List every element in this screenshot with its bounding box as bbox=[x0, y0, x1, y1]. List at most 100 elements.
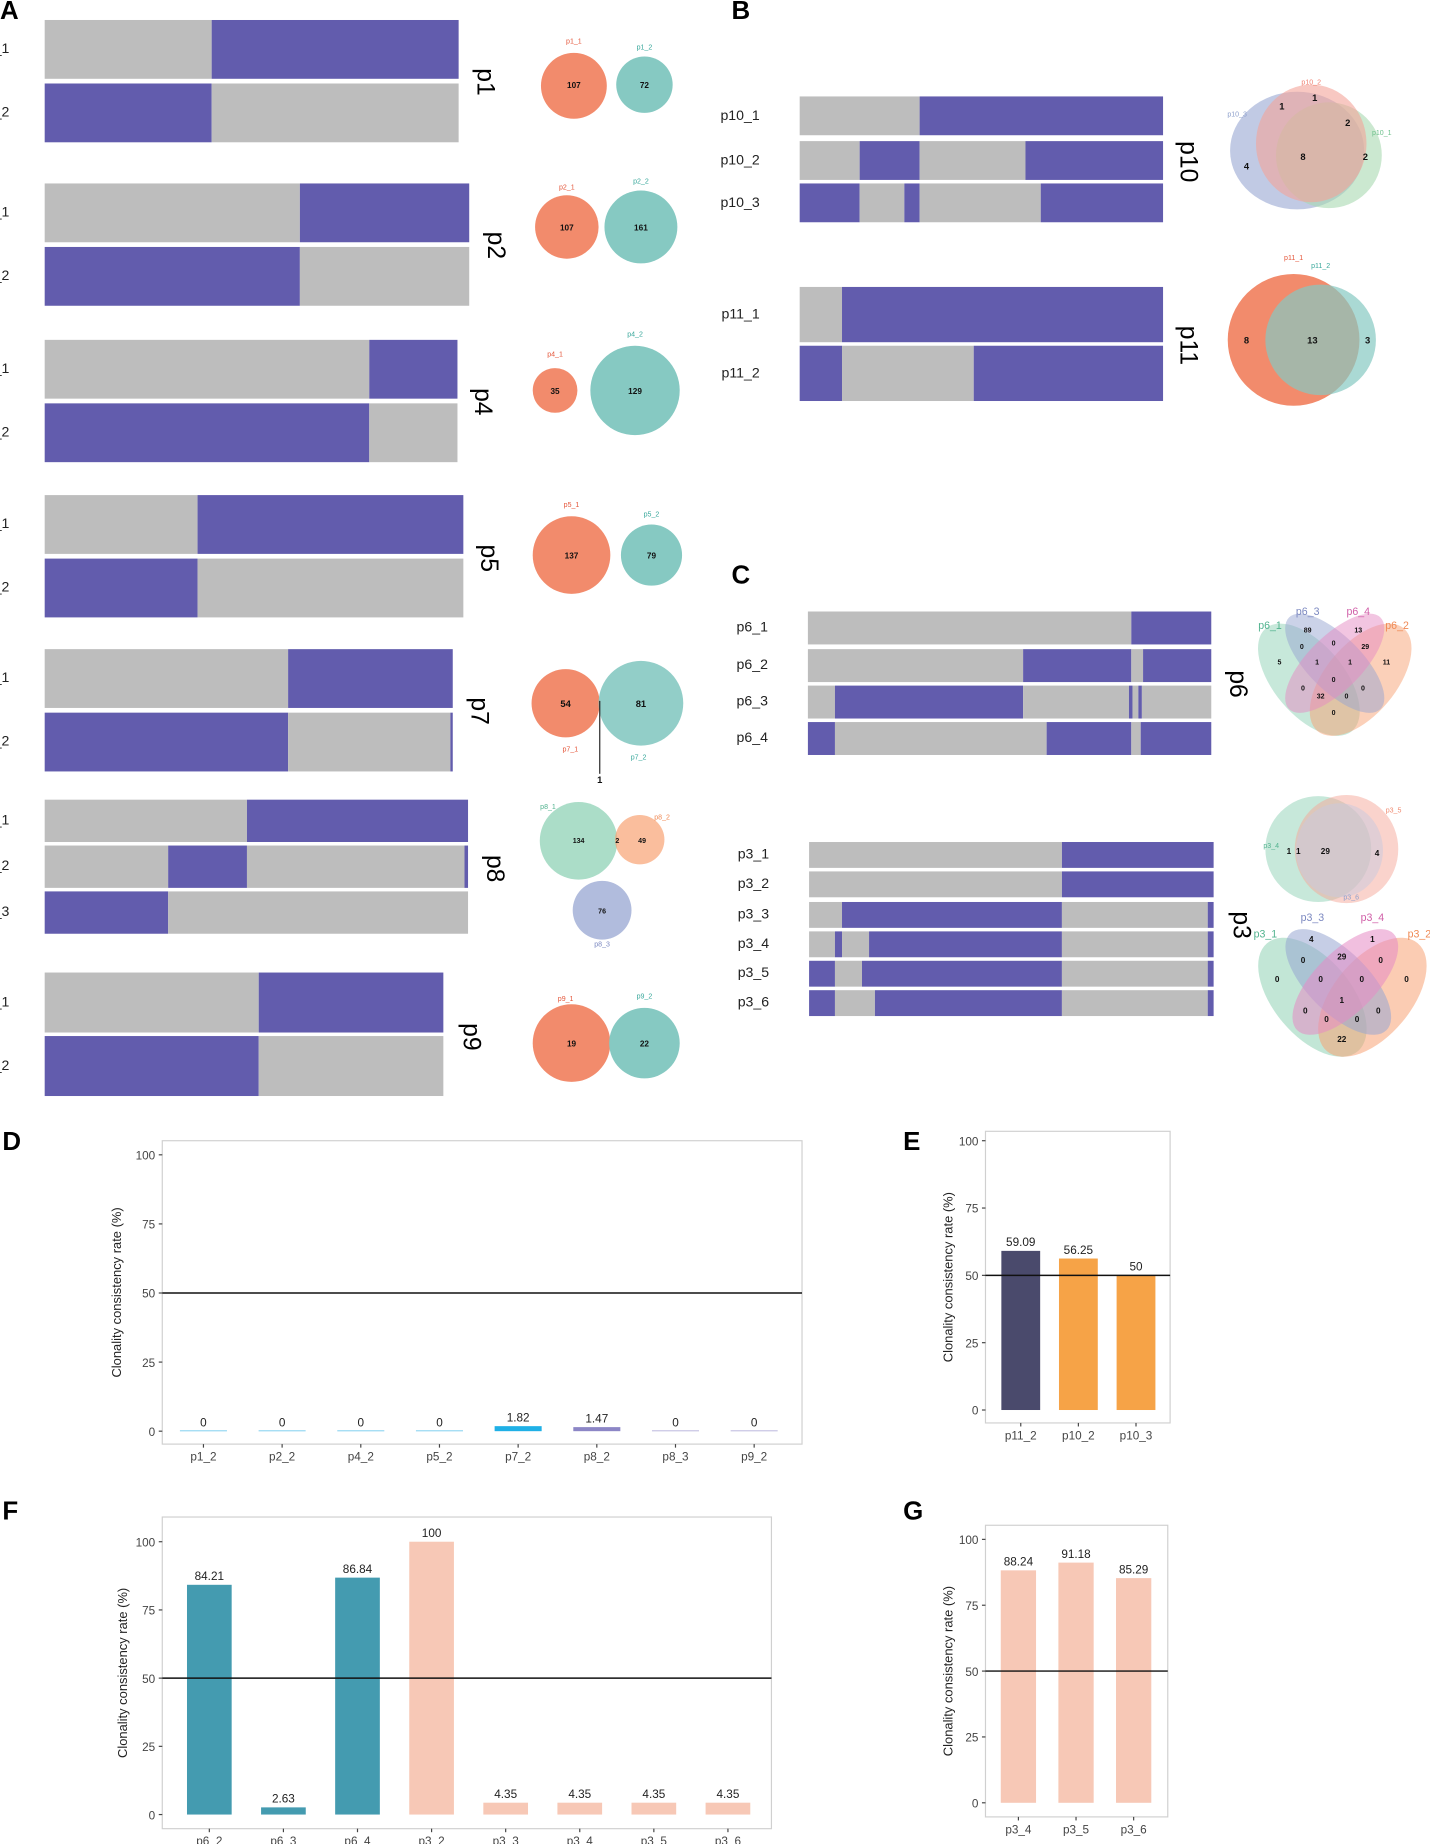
venn-p11: p11_1 p11_2 8 13 3 bbox=[1227, 255, 1376, 406]
venn-set-label: p4_1 bbox=[547, 351, 563, 358]
x-tick-label: p1_2 bbox=[190, 1451, 216, 1464]
segment-purple bbox=[973, 345, 1164, 402]
segment-gray bbox=[44, 649, 289, 708]
segment-purple bbox=[464, 845, 469, 888]
venn-set-label: p6_3 bbox=[1296, 606, 1320, 618]
x-tick-label: p3_3 bbox=[493, 1835, 520, 1844]
venn-set-label: p1_1 bbox=[566, 39, 582, 46]
venn-count: 0 bbox=[1332, 677, 1336, 684]
bar-p8_3 bbox=[651, 1430, 700, 1432]
venn-count: 29 bbox=[1361, 644, 1369, 651]
clone-bar bbox=[44, 558, 464, 618]
segment-gray bbox=[258, 1036, 444, 1097]
chart-g: 0 25 50 75 100 Clonality consistency rate (%)… bbox=[941, 1524, 1169, 1836]
y-tick-label: 75 bbox=[965, 1600, 979, 1613]
venn-count: 89 bbox=[1304, 628, 1312, 635]
segment-gray bbox=[842, 345, 974, 402]
data-label: 50 bbox=[1129, 1261, 1143, 1274]
segment-purple bbox=[868, 931, 1062, 958]
venn-count: 161 bbox=[634, 223, 648, 232]
clone-bar bbox=[809, 871, 1214, 898]
segment-purple bbox=[1040, 183, 1164, 223]
venn-set-label: p5_2 bbox=[644, 511, 660, 518]
venn-p3b: p3_1 p3_2 p3_3 p3_4 4 1 0 29 0 0 0 0 0 1 0 0 0 0 22 bbox=[1254, 912, 1430, 1057]
segment-gray bbox=[1131, 722, 1141, 755]
venn-set-shape bbox=[620, 524, 683, 586]
venn-count: 2 bbox=[1363, 151, 1368, 162]
x-tick-label: p6_3 bbox=[270, 1835, 297, 1844]
data-label: 0 bbox=[436, 1416, 443, 1429]
row-label: p10_1 bbox=[720, 106, 760, 123]
clone-bar bbox=[807, 722, 1212, 755]
segment-gray bbox=[1061, 990, 1208, 1017]
venn-count: 0 bbox=[1332, 641, 1336, 648]
segment-purple bbox=[168, 845, 248, 888]
segment-purple bbox=[1207, 901, 1214, 928]
row-label: p3_5 bbox=[737, 964, 770, 981]
segment-purple bbox=[288, 649, 453, 708]
row-label: p11_1 bbox=[721, 305, 760, 322]
chart-d: 0 25 50 75 100 Clonality consistency rate (%)… bbox=[109, 1140, 803, 1464]
bar-p5_2 bbox=[415, 1430, 463, 1432]
clone-bar bbox=[44, 799, 469, 843]
venn-set-label: p3_5 bbox=[1386, 808, 1402, 815]
segment-purple bbox=[809, 960, 835, 987]
data-label: 4.35 bbox=[568, 1788, 591, 1801]
venn-set-shape bbox=[1255, 84, 1367, 203]
y-tick-label: 25 bbox=[142, 1741, 156, 1754]
data-label: 56.25 bbox=[1064, 1244, 1094, 1257]
venn-count: 22 bbox=[1337, 1035, 1347, 1044]
venn-count: 0 bbox=[1355, 1015, 1360, 1024]
y-tick-label: 0 bbox=[149, 1809, 156, 1822]
venn-count: 107 bbox=[560, 223, 574, 232]
venn-count: 0 bbox=[1301, 685, 1305, 692]
segment-purple bbox=[1143, 649, 1212, 683]
venn-set-label: p7_1 bbox=[563, 746, 579, 753]
y-tick-label: 50 bbox=[965, 1270, 979, 1283]
venn-p8: p8_1 p8_2 p8_3 134 2 49 76 bbox=[539, 802, 670, 949]
venn-count: 29 bbox=[1337, 953, 1347, 962]
venn-count: 32 bbox=[1317, 694, 1325, 701]
venn-count: 29 bbox=[1321, 847, 1331, 856]
venn-p3: p3_4 p3_5 p3_6 1 1 29 4 bbox=[1263, 794, 1402, 904]
row-label: p5_1 bbox=[0, 515, 10, 532]
venn-set-label: p5_1 bbox=[564, 502, 580, 509]
venn-count: 76 bbox=[598, 909, 606, 916]
venn-set-label: p6_2 bbox=[1385, 620, 1409, 632]
venn-count: 19 bbox=[567, 1040, 577, 1049]
y-tick-label: 100 bbox=[959, 1534, 979, 1547]
x-tick-label: p10_3 bbox=[1120, 1429, 1153, 1442]
venn-p2: p2_1 p2_2 107 161 bbox=[535, 178, 678, 264]
row-label: p10_3 bbox=[720, 193, 760, 210]
bar-p11_2 bbox=[1001, 1250, 1041, 1411]
venn-set-label: p10_3 bbox=[1227, 111, 1247, 118]
venn-count: 0 bbox=[1360, 975, 1365, 984]
venn-set-label: p7_2 bbox=[631, 755, 647, 762]
segment-purple bbox=[807, 722, 835, 755]
segment-purple bbox=[799, 345, 843, 402]
venn-set-shape bbox=[590, 345, 680, 436]
venn-p10: p10_1 p10_2 p10_3 1 1 2 8 2 4 bbox=[1227, 80, 1392, 210]
y-tick-label: 100 bbox=[136, 1150, 156, 1163]
clone-bar bbox=[44, 403, 458, 463]
data-label: 4.35 bbox=[717, 1788, 740, 1801]
segment-gray bbox=[44, 495, 198, 554]
venn-set-shape bbox=[1295, 803, 1383, 898]
clone-bar bbox=[799, 345, 1164, 402]
venn-set-label: p1_2 bbox=[637, 44, 653, 51]
venn-count: 79 bbox=[647, 552, 657, 561]
segment-gray bbox=[919, 141, 1026, 180]
segment-gray bbox=[44, 183, 300, 243]
bar-p3_5 bbox=[1058, 1562, 1094, 1803]
data-label: 91.18 bbox=[1061, 1548, 1091, 1561]
clone-bar bbox=[799, 183, 1164, 223]
venn-set-shape bbox=[1292, 929, 1399, 1035]
clone-bar bbox=[44, 649, 453, 708]
bar-p8_2 bbox=[573, 1427, 621, 1432]
venn-set-label: p8_3 bbox=[594, 942, 610, 949]
venn-set-label: p11_2 bbox=[1311, 263, 1330, 270]
segment-purple bbox=[44, 712, 289, 772]
